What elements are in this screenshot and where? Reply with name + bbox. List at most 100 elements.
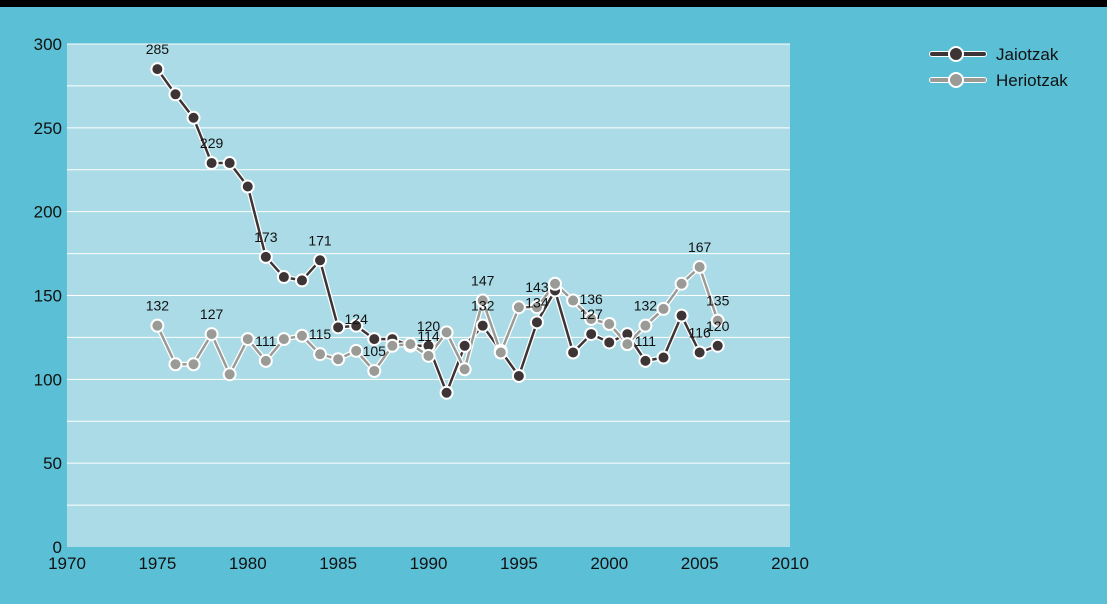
data-point: [150, 62, 165, 77]
data-label: 105: [363, 343, 387, 359]
data-point: [692, 345, 707, 360]
data-point: [457, 338, 472, 353]
data-label: 229: [200, 135, 224, 151]
data-point: [222, 367, 237, 382]
data-point: [529, 300, 544, 315]
data-label: 115: [309, 326, 332, 342]
top-border: [0, 0, 1107, 7]
data-point: [403, 337, 418, 352]
legend-marker-series-2: [948, 72, 964, 88]
data-point: [186, 357, 201, 372]
y-tick-label: 300: [34, 35, 62, 54]
data-point: [584, 311, 599, 326]
data-point: [168, 87, 183, 102]
data-point: [602, 335, 617, 350]
data-point: [493, 345, 508, 360]
data-point: [421, 348, 436, 363]
x-tick-label: 2000: [590, 554, 628, 573]
data-point: [710, 338, 725, 353]
data-point: [529, 315, 544, 330]
data-label: 127: [200, 306, 224, 322]
y-tick-label: 150: [34, 287, 62, 306]
data-point: [186, 110, 201, 125]
data-label: 147: [471, 273, 495, 289]
data-label: 143: [525, 279, 549, 295]
y-tick-label: 0: [53, 538, 62, 557]
data-point: [674, 308, 689, 323]
data-point: [584, 327, 599, 342]
data-point: [439, 385, 454, 400]
data-label: 111: [255, 333, 276, 349]
data-label: 114: [417, 328, 440, 344]
data-point: [294, 328, 309, 343]
x-tick-label: 1995: [500, 554, 538, 573]
data-point: [566, 293, 581, 308]
data-point: [475, 293, 490, 308]
data-point: [313, 347, 328, 362]
data-point: [566, 345, 581, 360]
data-point: [367, 363, 382, 378]
data-point: [511, 300, 526, 315]
data-label: 116: [688, 325, 711, 341]
x-tick-label: 1985: [319, 554, 357, 573]
data-label: 124: [345, 311, 369, 327]
data-point: [222, 156, 237, 171]
y-tick-label: 50: [43, 454, 62, 473]
data-point: [367, 332, 382, 347]
data-point: [692, 259, 707, 274]
legend-marker-series-1: [948, 46, 964, 62]
data-point: [204, 156, 219, 171]
data-point: [168, 357, 183, 372]
data-point: [150, 318, 165, 333]
data-label: 285: [146, 41, 170, 57]
data-label: 173: [254, 229, 278, 245]
data-label: 127: [579, 306, 603, 322]
data-point: [656, 350, 671, 365]
data-label: 132: [146, 298, 170, 314]
x-tick-label: 1980: [229, 554, 267, 573]
data-point: [258, 249, 273, 264]
legend-label-series-2: Heriotzak: [996, 71, 1068, 90]
data-point: [511, 368, 526, 383]
data-point: [276, 270, 291, 285]
data-point: [313, 253, 328, 268]
x-tick-label: 1970: [48, 554, 86, 573]
data-point: [331, 352, 346, 367]
data-point: [204, 327, 219, 342]
data-label: 132: [471, 298, 495, 314]
data-point: [475, 318, 490, 333]
x-tick-label: 1990: [410, 554, 448, 573]
x-tick-label: 2005: [681, 554, 719, 573]
legend-label-series-1: Jaiotzak: [996, 45, 1059, 64]
x-tick-label: 1975: [138, 554, 176, 573]
data-point: [294, 273, 309, 288]
data-point: [349, 318, 364, 333]
data-label: 111: [635, 333, 656, 349]
data-label: 136: [579, 291, 603, 307]
data-point: [457, 362, 472, 377]
data-label: 171: [308, 232, 332, 248]
data-point: [710, 313, 725, 328]
data-point: [349, 343, 364, 358]
data-point: [276, 332, 291, 347]
data-label: 120: [706, 318, 730, 334]
data-label: 134: [525, 294, 549, 310]
y-tick-label: 100: [34, 370, 62, 389]
data-label: 167: [688, 239, 712, 255]
data-point: [439, 325, 454, 340]
data-point: [674, 276, 689, 291]
data-point: [638, 318, 653, 333]
data-point: [331, 320, 346, 335]
data-point: [602, 317, 617, 332]
data-point: [258, 353, 273, 368]
data-label: 135: [706, 293, 730, 309]
x-tick-label: 2010: [771, 554, 809, 573]
data-label: 120: [417, 318, 441, 334]
y-tick-label: 250: [34, 119, 62, 138]
data-point: [240, 332, 255, 347]
y-tick-label: 200: [34, 203, 62, 222]
data-point: [620, 337, 635, 352]
data-point: [548, 276, 563, 291]
